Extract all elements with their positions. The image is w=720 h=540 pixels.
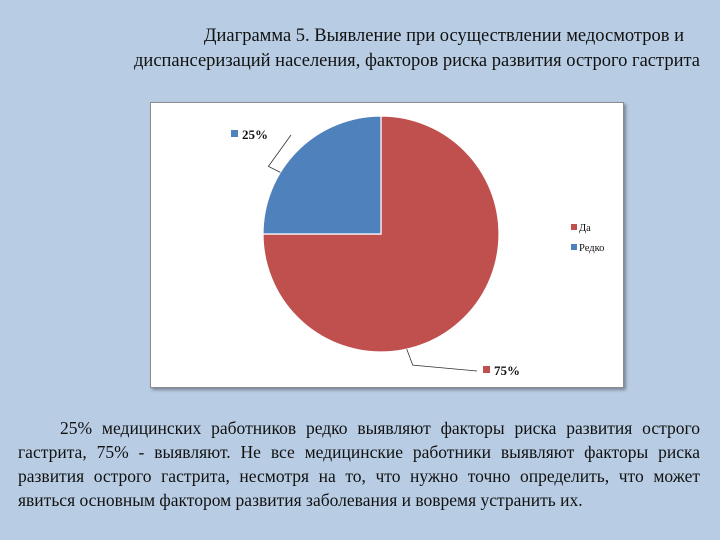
legend-swatch-1 [571,224,577,230]
chart-area: 75% 25% Да Редко [150,102,624,388]
legend-label-2: Редко [579,243,604,254]
data-label-1: 75% [494,363,520,378]
pie-slice-1 [262,115,500,353]
legend-label-1: Да [579,223,591,234]
data-label-marker-2 [231,130,238,137]
data-label-marker-1 [483,366,490,373]
chart-title: Диаграмма 5. Выявление при осуществлении… [60,24,700,74]
data-label-2: 25% [242,127,268,142]
pie-chart: 75% 25% Да Редко [231,115,604,378]
pie-slice-2 [262,115,382,235]
leader-line-1 [406,349,478,372]
legend-swatch-2 [571,244,577,250]
description-paragraph: 25% медицинских работников редко выявляю… [18,418,700,510]
title-line-2: диспансеризаций населения, факторов риск… [134,51,700,71]
title-line-1: Диаграмма 5. Выявление при осуществлении… [203,26,684,46]
leader-line-2 [267,134,292,173]
